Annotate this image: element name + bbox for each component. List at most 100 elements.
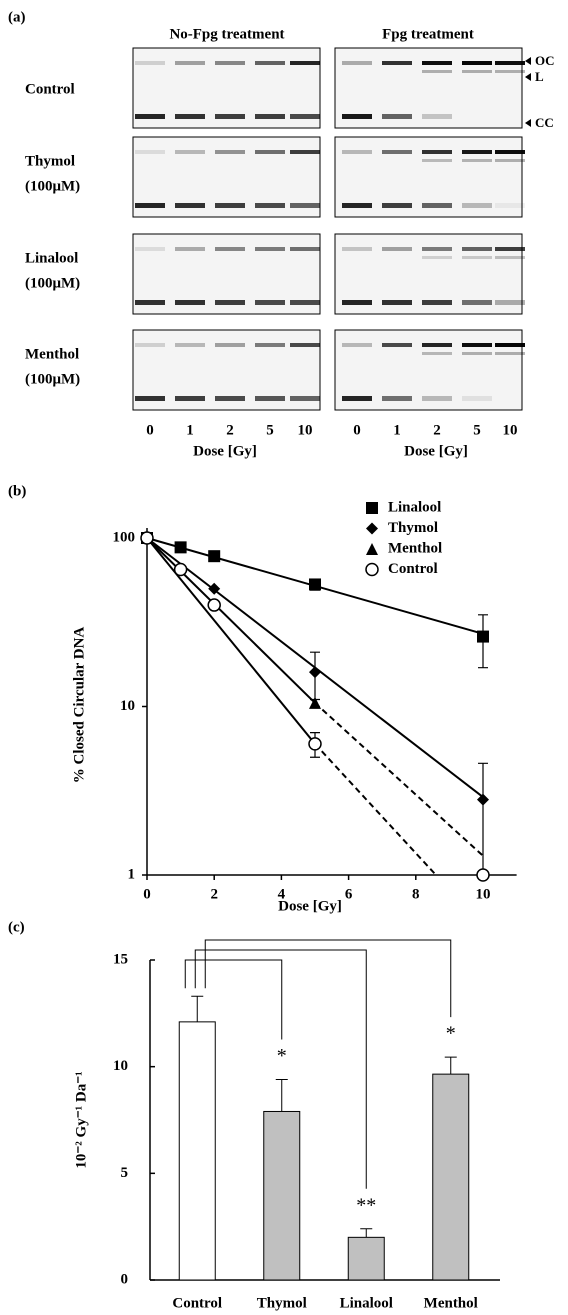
lane-label: 2 — [433, 422, 441, 438]
band — [255, 247, 285, 251]
band — [495, 300, 525, 305]
legend-label: Thymol — [388, 520, 438, 536]
marker — [140, 531, 154, 545]
band — [135, 61, 165, 65]
bar — [178, 1021, 216, 1281]
panel-label: (a) — [8, 9, 26, 25]
band — [462, 61, 492, 65]
band — [135, 150, 165, 154]
y-tick-label: 10 — [113, 1058, 128, 1074]
lane-label: 5 — [473, 422, 481, 438]
fit-line — [146, 537, 316, 745]
band — [462, 343, 492, 347]
y-label: 10⁻² Gy⁻¹ Da⁻¹ — [73, 1071, 89, 1168]
condition-label: Control — [25, 81, 75, 97]
band — [382, 247, 412, 251]
x-tick-label: Menthol — [424, 1295, 478, 1311]
band — [255, 300, 285, 305]
error-bar — [360, 1228, 373, 1238]
band — [290, 300, 320, 305]
band — [175, 203, 205, 208]
marker — [309, 696, 321, 709]
band — [495, 247, 525, 251]
band — [135, 396, 165, 401]
band — [382, 114, 412, 119]
band — [422, 300, 452, 305]
bar — [347, 1236, 385, 1281]
band — [290, 61, 320, 65]
band — [462, 70, 492, 73]
band — [422, 396, 452, 401]
x-tick-label: Thymol — [257, 1295, 307, 1311]
band-label: L — [535, 69, 544, 84]
band — [342, 61, 372, 65]
band — [382, 396, 412, 401]
error-bar — [444, 1056, 457, 1075]
panel-label: (c) — [8, 919, 25, 935]
band — [495, 352, 525, 355]
band — [495, 150, 525, 154]
gel-header: No-Fpg treatment — [169, 26, 284, 42]
bracket — [194, 949, 367, 1189]
band — [495, 70, 525, 73]
band-label: OC — [535, 53, 555, 68]
band — [290, 396, 320, 401]
lane-label: 2 — [226, 422, 234, 438]
y-tick-label: 1 — [128, 866, 136, 882]
legend-marker — [366, 543, 378, 555]
band — [422, 256, 452, 259]
band — [290, 203, 320, 208]
marker — [208, 582, 221, 595]
y-tick-label: 15 — [113, 951, 128, 967]
bar — [432, 1073, 470, 1281]
marker — [208, 550, 221, 563]
band — [215, 247, 245, 251]
band — [422, 150, 452, 154]
lane-label: 10 — [298, 422, 313, 438]
y-label: % Closed Circular DNA — [71, 627, 87, 784]
band — [215, 150, 245, 154]
band — [215, 300, 245, 305]
band — [462, 159, 492, 162]
band — [255, 343, 285, 347]
band — [422, 70, 452, 73]
band — [255, 61, 285, 65]
bracket — [184, 959, 283, 1040]
band — [175, 343, 205, 347]
band — [135, 203, 165, 208]
bar — [263, 1110, 301, 1281]
lane-label: 1 — [186, 422, 194, 438]
legend-label: Menthol — [388, 540, 442, 556]
band — [290, 150, 320, 154]
x-label: Dose [Gy] — [404, 443, 468, 459]
lane-label: 0 — [146, 422, 154, 438]
x-tick-label: 6 — [345, 886, 353, 902]
condition-label: (100μM) — [25, 178, 80, 194]
x-label: Dose [Gy] — [193, 443, 257, 459]
band — [495, 159, 525, 162]
legend-label: Linalool — [388, 499, 441, 515]
condition-label: Thymol — [25, 153, 75, 169]
marker — [477, 793, 489, 806]
band — [342, 150, 372, 154]
lane-label: 0 — [353, 422, 361, 438]
extrapolation-line — [314, 743, 437, 876]
band — [290, 247, 320, 251]
significance: ** — [356, 1194, 376, 1216]
lane-label: 10 — [503, 422, 518, 438]
y-tick-label: 5 — [121, 1165, 129, 1181]
legend-label: Control — [388, 561, 438, 577]
band — [255, 114, 285, 119]
band — [175, 61, 205, 65]
x-tick-label: Control — [172, 1295, 222, 1311]
band — [175, 300, 205, 305]
band — [342, 247, 372, 251]
band — [215, 114, 245, 119]
error-bar — [191, 995, 204, 1022]
band — [342, 114, 372, 119]
y-tick-label: 0 — [121, 1271, 129, 1287]
x-tick-label: 8 — [412, 886, 420, 902]
band — [422, 247, 452, 251]
condition-label: (100μM) — [25, 275, 80, 291]
condition-label: (100μM) — [25, 371, 80, 387]
